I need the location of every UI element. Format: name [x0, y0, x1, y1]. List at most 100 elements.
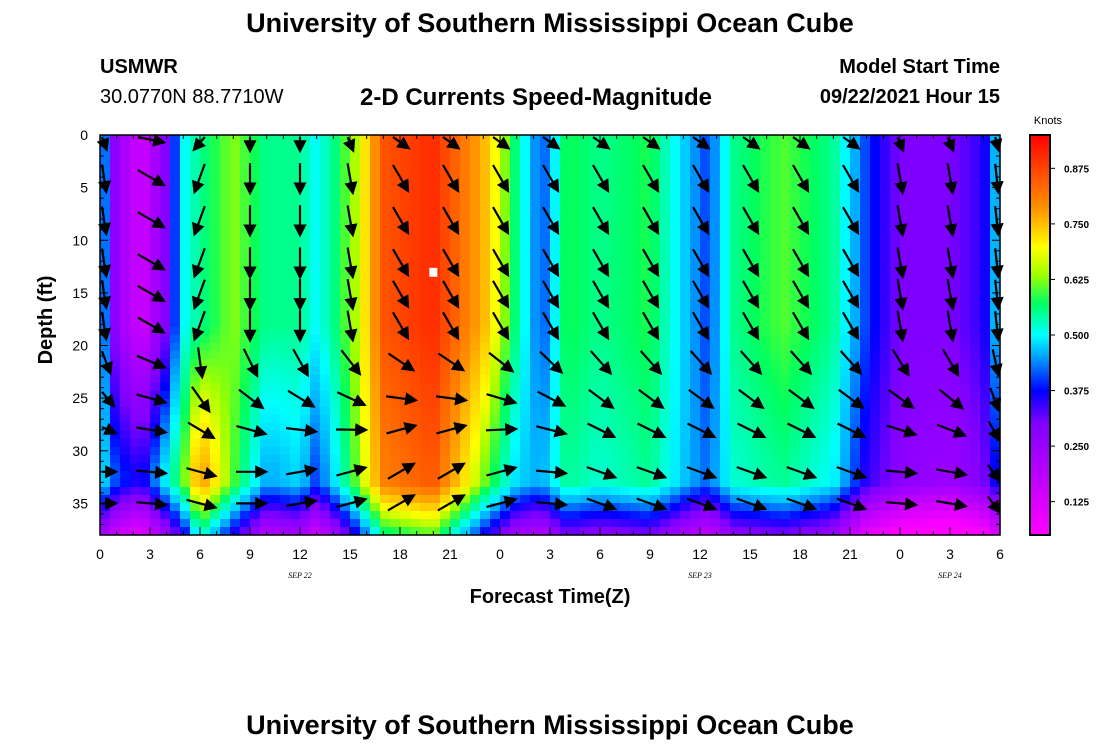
heat-cell [560, 207, 571, 216]
heat-cell [120, 143, 131, 152]
heat-cell [770, 239, 781, 248]
heat-cell [800, 335, 811, 344]
heat-cell [910, 415, 921, 424]
heat-cell [180, 351, 191, 360]
heat-cell [460, 431, 471, 440]
heat-cell [410, 407, 421, 416]
heat-cell [890, 527, 901, 536]
heat-cell [780, 183, 791, 192]
heat-cell [160, 167, 171, 176]
heat-cell [880, 527, 891, 536]
heat-cell [190, 375, 201, 384]
heat-cell [690, 471, 701, 480]
heat-cell [760, 311, 771, 320]
heat-cell [680, 295, 691, 304]
heat-cell [930, 279, 941, 288]
colorbar-tick-label: 0.250 [1064, 442, 1089, 453]
heat-cell [470, 311, 481, 320]
heat-cell [290, 399, 301, 408]
heat-cell [470, 303, 481, 312]
heat-cell [510, 231, 521, 240]
heat-cell [420, 143, 431, 152]
heat-cell [310, 279, 321, 288]
heat-cell [620, 383, 631, 392]
heat-cell [340, 511, 351, 520]
heat-cell [230, 311, 241, 320]
heat-cell [130, 343, 141, 352]
heat-cell [180, 399, 191, 408]
heat-cell [170, 175, 181, 184]
heat-cell [860, 255, 871, 264]
heat-cell [640, 503, 651, 512]
current-arrow [286, 496, 319, 510]
heat-cell [100, 247, 111, 256]
heat-cell [930, 311, 941, 320]
heat-cell [580, 383, 591, 392]
heat-cell [870, 391, 881, 400]
heat-cell [490, 487, 501, 496]
heat-cell [690, 455, 701, 464]
heat-cell [540, 495, 551, 504]
heat-cell [760, 303, 771, 312]
heat-cell [880, 167, 891, 176]
heat-cell [850, 463, 861, 472]
heat-cell [840, 519, 851, 528]
heat-cell [340, 143, 351, 152]
heat-cell [420, 383, 431, 392]
current-arrow [187, 421, 216, 440]
heat-cell [910, 151, 921, 160]
heat-cell [150, 311, 161, 320]
current-arrow [886, 465, 919, 479]
heat-cell [340, 335, 351, 344]
current-arrow [442, 206, 460, 236]
heat-cell [800, 343, 811, 352]
heat-cell [590, 239, 601, 248]
heat-cell [100, 215, 111, 224]
heat-cell [540, 367, 551, 376]
current-arrow [292, 348, 309, 378]
heat-cell [400, 455, 411, 464]
heat-cell [220, 415, 231, 424]
heat-cell [960, 135, 971, 144]
heat-cell [820, 223, 831, 232]
heat-cell [590, 343, 601, 352]
heat-cell [470, 287, 481, 296]
heat-cell [610, 319, 621, 328]
heat-cell [110, 383, 121, 392]
current-arrow [539, 350, 564, 375]
heat-cell [720, 191, 731, 200]
heat-cell [510, 175, 521, 184]
heat-cell [670, 303, 681, 312]
heat-cell [760, 399, 771, 408]
heat-cell [420, 455, 431, 464]
heat-cell [970, 399, 981, 408]
heat-cell [470, 271, 481, 280]
page-title: University of Southern Mississippi Ocean… [246, 8, 854, 38]
heat-cell [180, 503, 191, 512]
heat-cell [990, 367, 1001, 376]
heat-cell [300, 295, 311, 304]
heat-cell [360, 215, 371, 224]
heat-cell [150, 191, 161, 200]
heat-cell [320, 151, 331, 160]
heat-cell [750, 151, 761, 160]
heat-cell [670, 367, 681, 376]
current-arrow [592, 164, 610, 194]
heat-cell [440, 431, 451, 440]
heat-cell [230, 335, 241, 344]
heat-cell [340, 495, 351, 504]
heat-cell [480, 271, 491, 280]
heat-cell [340, 271, 351, 280]
date-label: SEP 23 [688, 571, 712, 580]
heat-cell [200, 199, 211, 208]
heat-cell [630, 487, 641, 496]
heat-cell [900, 495, 911, 504]
heat-cell [770, 159, 781, 168]
heat-cell [280, 351, 291, 360]
heat-cell [550, 303, 561, 312]
heat-cell [940, 151, 951, 160]
heat-cell [720, 175, 731, 184]
heat-cell [950, 247, 961, 256]
heat-cell [370, 495, 381, 504]
heat-cell [190, 239, 201, 248]
